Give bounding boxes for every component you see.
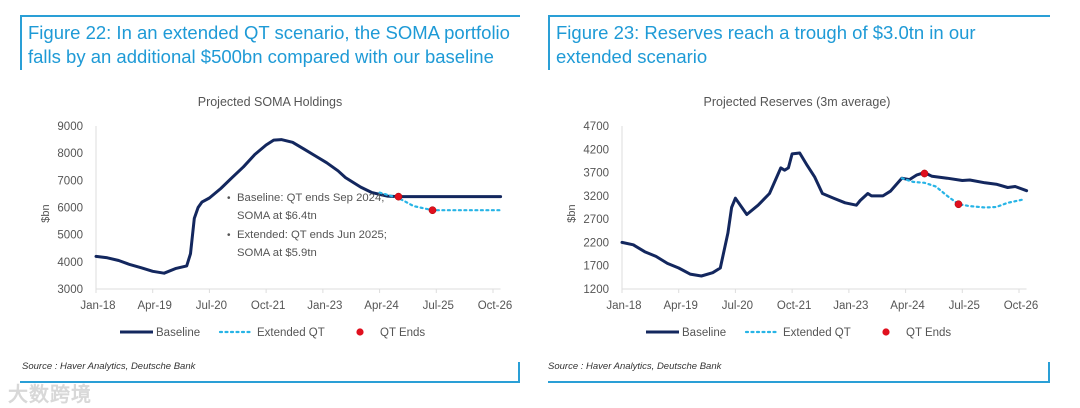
x-tick-label: Oct-26 xyxy=(1004,300,1039,312)
x-tick-label: Jul-25 xyxy=(949,300,980,312)
y-axis-label: $bn xyxy=(40,204,52,222)
y-tick-label: 3700 xyxy=(583,168,609,180)
qt-ends-point xyxy=(954,200,963,209)
figure-23-frame xyxy=(548,362,1050,383)
x-tick-label: Jul-20 xyxy=(196,300,227,312)
figure-23-title: Figure 23: Reserves reach a trough of $3… xyxy=(548,15,1050,70)
annotation-text: SOMA at $6.4tn xyxy=(237,210,317,222)
chart-title: Projected SOMA Holdings xyxy=(198,95,343,109)
x-tick-label: Apr-19 xyxy=(663,300,698,312)
legend-baseline-label: Baseline xyxy=(682,327,726,339)
watermark: 大数跨境 xyxy=(8,384,92,406)
y-tick-label: 4700 xyxy=(583,121,609,133)
y-tick-label: 5000 xyxy=(57,230,83,242)
legend-extended-label: Extended QT xyxy=(783,327,851,339)
x-tick-label: Jan-18 xyxy=(606,300,641,312)
y-tick-label: 3000 xyxy=(57,284,83,296)
extended-qt-line xyxy=(378,191,502,212)
x-tick-label: Oct-21 xyxy=(251,300,286,312)
y-tick-label: 2700 xyxy=(583,214,609,226)
y-tick-label: 1700 xyxy=(583,261,609,273)
figure-23-source: Source : Haver Analytics, Deutsche Bank xyxy=(548,361,722,372)
x-tick-label: Oct-21 xyxy=(777,300,812,312)
legend-qt-ends-label: QT Ends xyxy=(380,327,425,339)
annotation-text: Extended: QT ends Jun 2025; xyxy=(237,229,387,241)
extended-qt-line xyxy=(900,177,1024,209)
y-tick-label: 3200 xyxy=(583,191,609,203)
x-tick-label: Apr-24 xyxy=(364,300,399,312)
y-tick-label: 7000 xyxy=(57,175,83,187)
annotation-text: SOMA at $5.9tn xyxy=(237,247,317,259)
x-tick-label: Jan-23 xyxy=(833,300,868,312)
x-tick-label: Apr-24 xyxy=(890,300,925,312)
x-tick-label: Jul-20 xyxy=(722,300,753,312)
chart-title: Projected Reserves (3m average) xyxy=(704,95,891,109)
qt-ends-point xyxy=(428,206,437,215)
annotation-text: Baseline: QT ends Sep 2024; xyxy=(237,192,384,204)
y-tick-label: 1200 xyxy=(583,284,609,296)
y-tick-label: 8000 xyxy=(57,148,83,160)
annotation-bullet: • xyxy=(227,230,231,241)
y-tick-label: 4200 xyxy=(583,144,609,156)
qt-ends-point xyxy=(394,192,403,201)
figure-22-title: Figure 22: In an extended QT scenario, t… xyxy=(20,15,520,70)
y-tick-label: 9000 xyxy=(57,121,83,133)
x-tick-label: Jan-23 xyxy=(307,300,342,312)
y-tick-label: 4000 xyxy=(57,257,83,269)
legend-qt-ends-swatch xyxy=(882,328,890,336)
x-tick-label: Oct-26 xyxy=(478,300,513,312)
legend-baseline-label: Baseline xyxy=(156,327,200,339)
legend-qt-ends-swatch xyxy=(356,328,364,336)
x-tick-label: Jan-18 xyxy=(80,300,115,312)
figure-22-frame xyxy=(20,362,520,383)
legend-qt-ends-label: QT Ends xyxy=(906,327,951,339)
x-tick-label: Jul-25 xyxy=(423,300,454,312)
y-tick-label: 2200 xyxy=(583,237,609,249)
qt-ends-point xyxy=(920,169,929,178)
x-tick-label: Apr-19 xyxy=(137,300,172,312)
soma-holdings-chart: Projected SOMA Holdings 3000 4000 5000 6000 7… xyxy=(40,95,513,339)
figure-22-source: Source : Haver Analytics, Deutsche Bank xyxy=(22,361,196,372)
baseline-line xyxy=(620,151,1029,278)
legend-extended-label: Extended QT xyxy=(257,327,325,339)
annotation-bullet: • xyxy=(227,193,231,204)
y-tick-label: 6000 xyxy=(57,203,83,215)
y-axis-label: $bn xyxy=(566,204,578,222)
baseline-line xyxy=(94,138,503,275)
